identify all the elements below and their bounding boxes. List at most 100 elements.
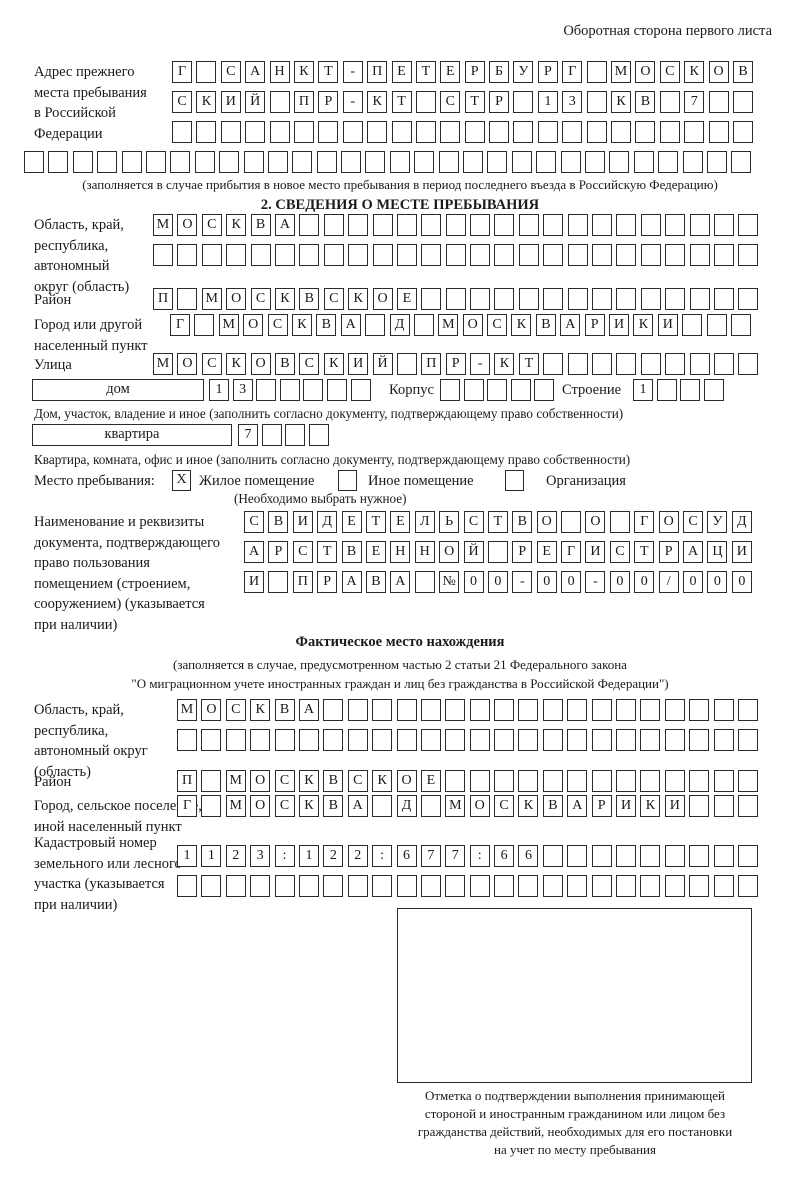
actual-city-cell-13[interactable]: О: [469, 795, 490, 817]
actual-region-r2-cell-15[interactable]: [518, 729, 539, 751]
document-r1-cell-5[interactable]: Е: [341, 511, 362, 533]
region-r1-cell-15[interactable]: [494, 214, 515, 236]
previous-address-r4-cell-12[interactable]: [292, 151, 313, 173]
previous-address-r2-cell-7[interactable]: Р: [318, 91, 339, 113]
district-cell-24[interactable]: [713, 288, 734, 310]
document-r3-cell-16[interactable]: 0: [609, 571, 630, 593]
previous-address-r2-cell-24[interactable]: [732, 91, 753, 113]
region-r1-cell-25[interactable]: [738, 214, 759, 236]
previous-address-r3-cell-14[interactable]: [489, 121, 510, 143]
actual-city-cell-17[interactable]: А: [567, 795, 588, 817]
actual-city-cell-22[interactable]: [689, 795, 710, 817]
document-r2-cell-21[interactable]: И: [731, 541, 752, 563]
document-r2-cell-16[interactable]: С: [609, 541, 630, 563]
document-r2-cell-13[interactable]: Е: [536, 541, 557, 563]
city-cell-15[interactable]: К: [511, 314, 532, 336]
cadastral-r2-cell-2[interactable]: [201, 875, 222, 897]
document-r1-cell-11[interactable]: Т: [487, 511, 508, 533]
document-r2-cell-9[interactable]: О: [439, 541, 460, 563]
previous-address-r4-cell-14[interactable]: [341, 151, 362, 173]
document-r1-cell-15[interactable]: О: [585, 511, 606, 533]
previous-address-r3-cell-22[interactable]: [684, 121, 705, 143]
cadastral-r1-cell-20[interactable]: [640, 845, 661, 867]
flat-cell-3[interactable]: [285, 424, 306, 446]
previous-address-r2-cell-6[interactable]: П: [293, 91, 314, 113]
actual-city-cell-24[interactable]: [737, 795, 758, 817]
korpus-row[interactable]: [440, 379, 555, 401]
region-r2-cell-11[interactable]: [396, 244, 417, 266]
street-cell-20[interactable]: [616, 353, 637, 375]
actual-region-r2-cell-17[interactable]: [567, 729, 588, 751]
previous-address-r2-cell-17[interactable]: 3: [562, 91, 583, 113]
previous-address-r2-cell-21[interactable]: [659, 91, 680, 113]
actual-district-cell-4[interactable]: О: [250, 770, 271, 792]
stroenie-cell-2[interactable]: [656, 379, 677, 401]
street-cell-16[interactable]: Т: [518, 353, 539, 375]
previous-address-r2-cell-18[interactable]: [586, 91, 607, 113]
cadastral-r1-cell-11[interactable]: 7: [420, 845, 441, 867]
document-r2-cell-17[interactable]: Т: [634, 541, 655, 563]
document-r2-cell-8[interactable]: Н: [414, 541, 435, 563]
cadastral-r2-cell-5[interactable]: [274, 875, 295, 897]
actual-district-cell-24[interactable]: [737, 770, 758, 792]
previous-address-r4-cell-5[interactable]: [121, 151, 142, 173]
street-cell-15[interactable]: К: [494, 353, 515, 375]
flat-cell-4[interactable]: [308, 424, 329, 446]
document-r2-cell-2[interactable]: Р: [268, 541, 289, 563]
actual-city-cell-23[interactable]: [713, 795, 734, 817]
actual-district-cell-15[interactable]: [518, 770, 539, 792]
stroenie-row[interactable]: 1: [633, 379, 724, 401]
actual-region-r2-cell-5[interactable]: [274, 729, 295, 751]
document-r2-cell-5[interactable]: В: [341, 541, 362, 563]
house-cell-6[interactable]: [326, 379, 347, 401]
cadastral-r2-cell-7[interactable]: [323, 875, 344, 897]
cadastral-r1-cell-21[interactable]: [664, 845, 685, 867]
district-cell-17[interactable]: [543, 288, 564, 310]
previous-address-r1-cell-2[interactable]: [196, 61, 217, 83]
actual-city-cell-15[interactable]: К: [518, 795, 539, 817]
previous-address-r4-cell-17[interactable]: [414, 151, 435, 173]
actual-region-r1-cell-17[interactable]: [567, 699, 588, 721]
actual-district-cell-22[interactable]: [689, 770, 710, 792]
actual-district-cell-11[interactable]: Е: [420, 770, 441, 792]
cadastral-r2-cell-24[interactable]: [737, 875, 758, 897]
cadastral-row-2[interactable]: [177, 875, 758, 897]
region-r1-cell-9[interactable]: [348, 214, 369, 236]
previous-address-r2-cell-22[interactable]: 7: [684, 91, 705, 113]
cadastral-r2-cell-17[interactable]: [567, 875, 588, 897]
city-cell-7[interactable]: В: [316, 314, 337, 336]
district-cell-2[interactable]: [177, 288, 198, 310]
document-r3-cell-18[interactable]: /: [658, 571, 679, 593]
region-r2-cell-14[interactable]: [470, 244, 491, 266]
previous-address-r3-cell-17[interactable]: [562, 121, 583, 143]
document-r3-cell-9[interactable]: №: [439, 571, 460, 593]
actual-city-cell-9[interactable]: [372, 795, 393, 817]
previous-address-r4-cell-18[interactable]: [438, 151, 459, 173]
cadastral-r1-cell-9[interactable]: :: [372, 845, 393, 867]
previous-address-r2-cell-10[interactable]: Т: [391, 91, 412, 113]
previous-address-r3-cell-13[interactable]: [464, 121, 485, 143]
previous-address-r2-cell-1[interactable]: С: [172, 91, 192, 113]
actual-district-cell-12[interactable]: [445, 770, 466, 792]
district-cell-8[interactable]: С: [323, 288, 344, 310]
previous-address-r3-cell-5[interactable]: [269, 121, 290, 143]
actual-district-cell-9[interactable]: К: [372, 770, 393, 792]
actual-region-r2-cell-22[interactable]: [689, 729, 710, 751]
actual-region-r2-cell-23[interactable]: [713, 729, 734, 751]
document-r3-cell-10[interactable]: 0: [463, 571, 484, 593]
house-cell-2[interactable]: 3: [232, 379, 253, 401]
previous-address-r4-cell-2[interactable]: [48, 151, 69, 173]
previous-address-r2-cell-15[interactable]: [513, 91, 534, 113]
city-cell-2[interactable]: [194, 314, 215, 336]
cadastral-r1-cell-13[interactable]: :: [469, 845, 490, 867]
actual-city-cell-21[interactable]: И: [664, 795, 685, 817]
actual-city-cell-12[interactable]: М: [445, 795, 466, 817]
document-r2-cell-14[interactable]: Г: [561, 541, 582, 563]
previous-address-r2-cell-14[interactable]: Р: [489, 91, 510, 113]
korpus-cell-1[interactable]: [440, 379, 460, 401]
previous-address-r3-cell-23[interactable]: [708, 121, 729, 143]
street-cell-22[interactable]: [665, 353, 686, 375]
street-cell-18[interactable]: [567, 353, 588, 375]
